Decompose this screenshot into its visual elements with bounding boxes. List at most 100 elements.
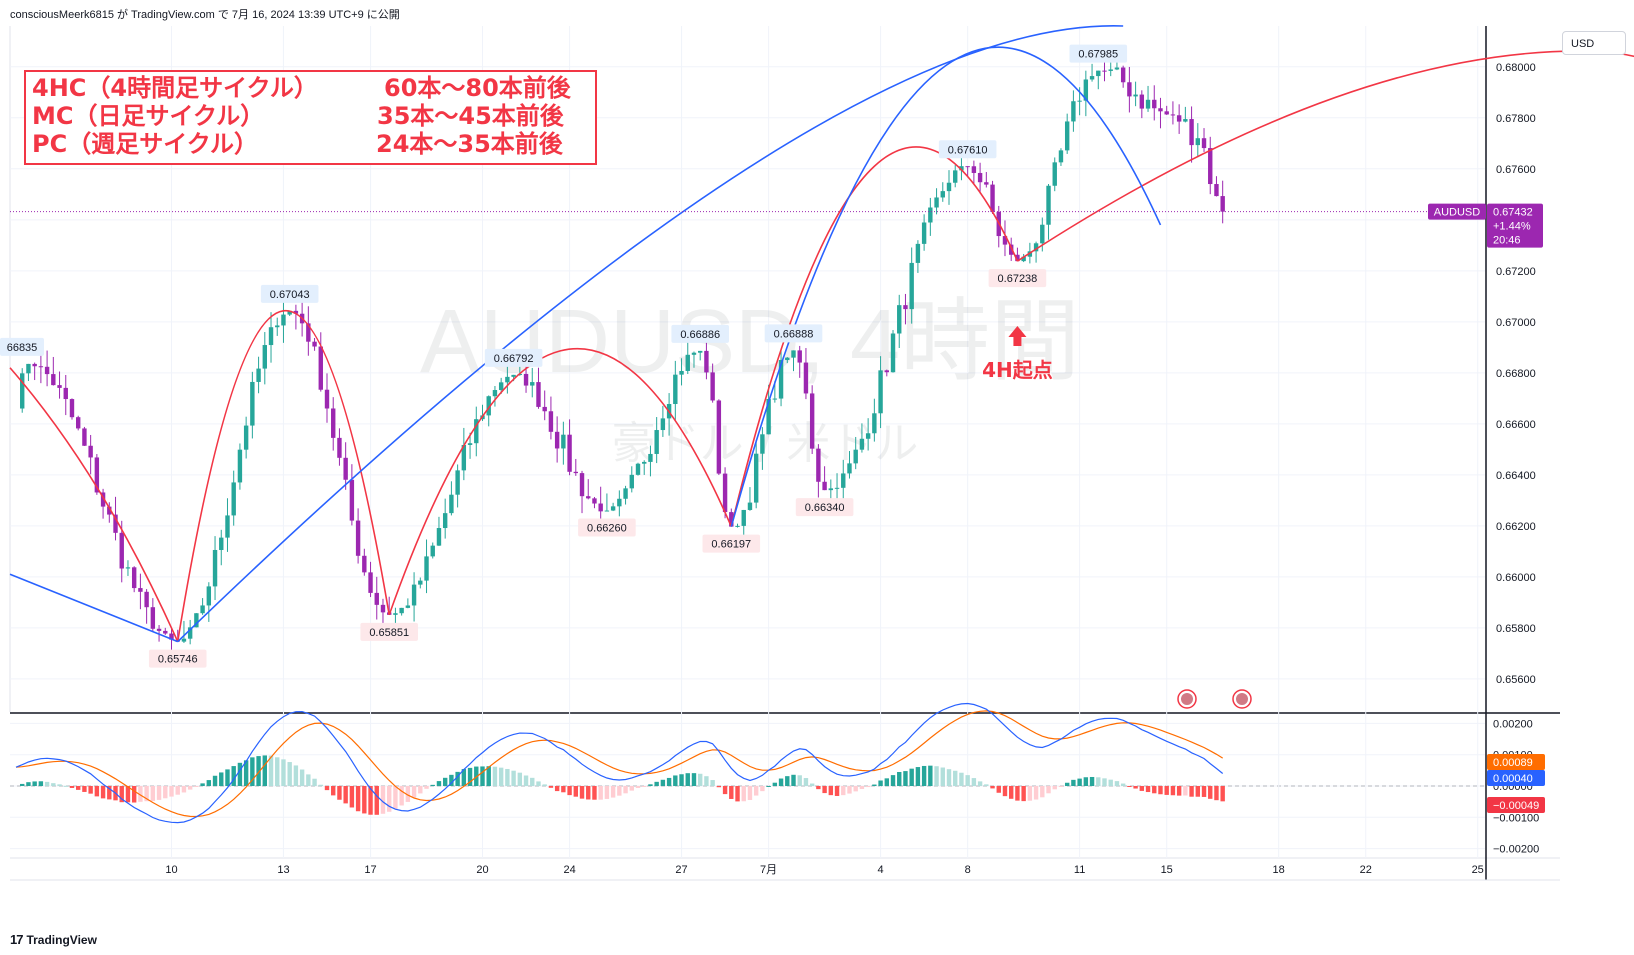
candle-body [722,473,728,513]
candle-body [44,366,50,375]
macd-histogram-bar [666,777,672,786]
candle-body [1189,119,1194,146]
macd-histogram-bar [586,786,591,800]
macd-histogram-bar [847,786,852,794]
candle-body [219,537,224,550]
macd-histogram-bar [387,786,392,812]
candle-body [1220,196,1225,212]
macd-histogram-bar [318,784,323,786]
macd-histogram-bar [604,786,610,799]
macd-histogram-bar [766,785,771,787]
currency-button[interactable]: USD [1562,31,1626,55]
macd-histogram-bar [1201,786,1207,797]
macd-histogram-bar [617,786,622,796]
cycle-label: 4HC（4時間足サイクル） [32,74,318,102]
macd-histogram-bar [163,786,168,799]
candle-body [909,262,914,310]
y-tick-label: 0.66600 [1496,419,1536,431]
candle-body [1046,185,1051,225]
macd-histogram-bar [206,780,212,786]
candle-body [324,389,330,409]
candle-body [107,506,112,515]
cycle-value: 60本～80本前後 [384,74,571,102]
macd-signal-line [15,710,1224,818]
macd-histogram-bar [884,778,889,786]
candle-body [946,182,952,192]
x-tick-label: 15 [1161,864,1173,876]
macd-histogram-bar [237,762,243,786]
macd-histogram-bar [1127,786,1132,787]
macd-histogram-bar [673,775,678,786]
candle-body [343,457,348,480]
candle-body [256,368,261,382]
macd-histogram-bar [32,781,37,786]
candle-body [281,314,286,326]
candle-body [1170,114,1176,116]
cycle-row-mc: MC（日足サイクル） 35本～45本前後 [32,102,595,130]
cycle-value: 24本～35本前後 [376,130,563,158]
candle-body [878,370,883,414]
pivot-label: 0.65746 [158,654,198,666]
candle-body [1214,184,1219,197]
candle-body [331,408,336,438]
macd-histogram-bar [1108,779,1113,786]
macd-histogram-bar [156,786,162,800]
x-tick-label: 10 [165,864,177,876]
candle-body [200,605,205,614]
candle-body [349,479,355,521]
candle-body [1139,94,1145,109]
x-tick-label: 18 [1273,864,1285,876]
candle-body [1052,162,1057,186]
candle-body [654,430,659,454]
candle-body [275,325,280,328]
macd-histogram-bar [125,786,131,803]
macd-histogram-bar [69,786,75,788]
cycle-arc-blue [177,25,1124,643]
macd-histogram-bar [959,772,964,786]
candle-body [1176,115,1182,122]
macd-histogram-bar [1027,786,1033,801]
candle-body [1096,70,1101,77]
candle-body [579,473,585,497]
macd-histogram-bar [1189,786,1194,797]
candle-body [530,382,535,386]
macd-histogram-bar [281,759,286,786]
candle-body [735,525,740,527]
pivot-label-bg [795,498,854,517]
candle-body [1009,244,1014,255]
macd-histogram-bar [996,786,1001,793]
candle-body [1064,121,1070,151]
macd-histogram-bar [828,786,834,796]
macd-histogram-bar [990,786,995,789]
macd-histogram-bar [1114,781,1120,786]
macd-histogram-bar [890,775,896,786]
candle-body [436,528,442,546]
candle-body [791,350,796,358]
candle-body [461,444,467,471]
macd-histogram-bar [878,780,883,786]
macd-histogram-bar [523,775,529,786]
macd-histogram-bar [1214,786,1219,801]
macd-histogram-bar [355,786,361,812]
candle-body [187,627,193,639]
x-tick-label: 22 [1360,864,1372,876]
macd-histogram-bar [1120,783,1126,786]
y-tick-label: 0.66800 [1496,368,1536,380]
macd-histogram-bar [1040,786,1045,798]
candle-body [82,428,87,446]
pivot-label-bg [148,649,207,668]
candle-body [803,362,809,394]
candle-body [206,586,212,606]
candle-body [225,515,230,538]
macd-histogram-bar [1089,776,1095,786]
macd-histogram-bar [554,786,560,792]
macd-histogram-bar [219,772,224,786]
annotation-text: 4H起点 [982,358,1053,382]
macd-histogram-bar [275,757,280,786]
macd-histogram-bar [729,786,734,799]
candle-body [766,398,771,435]
candle-body [312,341,317,347]
candle-body [430,545,435,557]
macd-histogram-bar [517,772,523,786]
